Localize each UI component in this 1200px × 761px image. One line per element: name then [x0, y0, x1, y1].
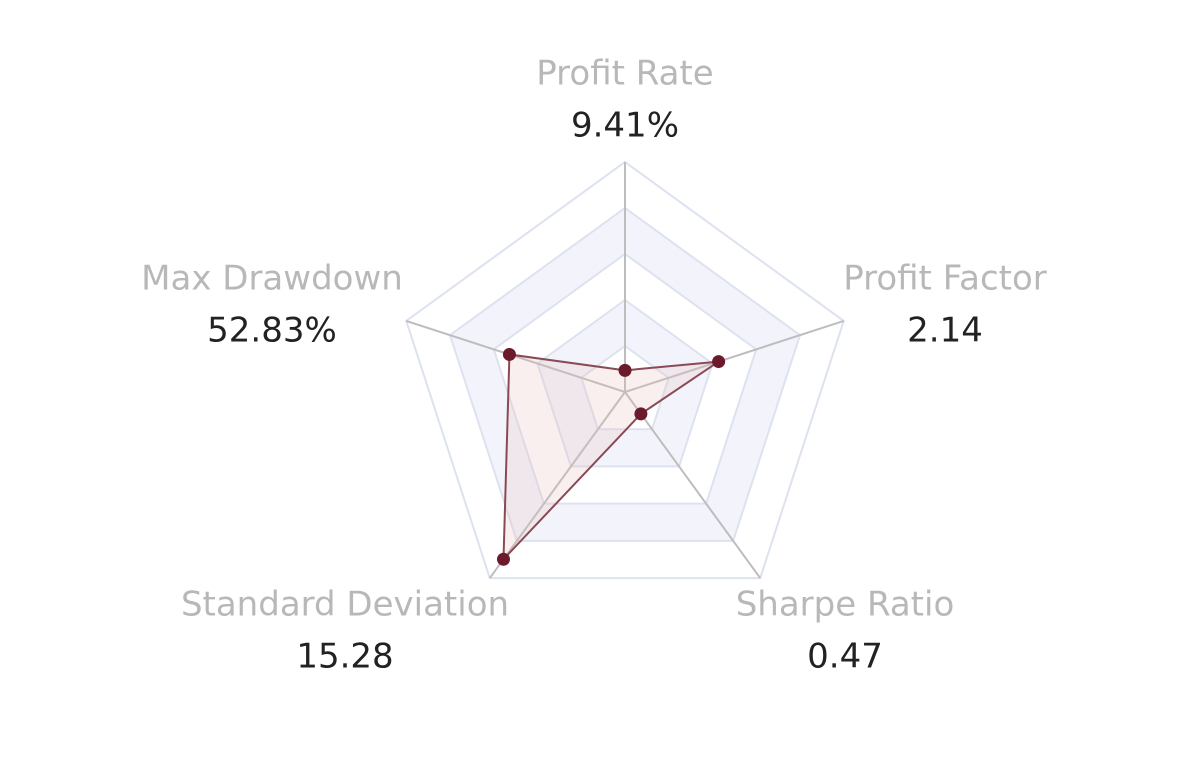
- data-point: [496, 552, 510, 566]
- axis-line: [405, 319, 626, 393]
- axis-line: [489, 391, 626, 579]
- value-label: 0.47: [807, 637, 883, 677]
- value-label: 52.83%: [207, 311, 337, 351]
- data-point: [634, 407, 648, 421]
- axis-line: [624, 391, 761, 579]
- data-point: [712, 355, 726, 369]
- indicator-name: Profit Rate: [536, 54, 713, 94]
- indicator-name: Standard Deviation: [181, 585, 509, 625]
- indicator-name: Max Drawdown: [141, 259, 403, 299]
- value-label: 9.41%: [571, 106, 679, 146]
- data-point: [618, 363, 632, 377]
- value-label: 2.14: [907, 311, 983, 351]
- indicator-name: Profit Factor: [843, 259, 1047, 299]
- axis-line: [624, 319, 845, 393]
- value-label: 15.28: [296, 637, 393, 677]
- series-area: [502, 353, 720, 562]
- data-point: [502, 347, 516, 361]
- indicator-name: Sharpe Ratio: [736, 585, 955, 625]
